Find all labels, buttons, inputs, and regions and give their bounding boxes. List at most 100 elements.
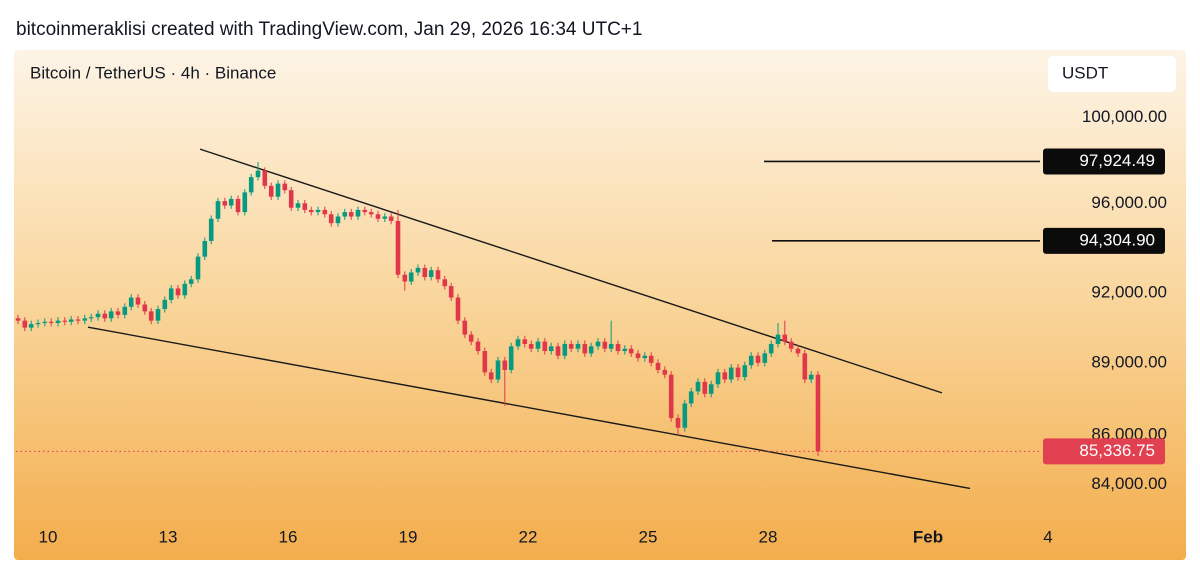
candle-body <box>55 320 61 323</box>
candle-body <box>255 170 261 178</box>
candle-body <box>742 365 748 378</box>
candle-body <box>302 203 308 210</box>
chart-title: Bitcoin / TetherUS · 4h · Binance <box>30 63 276 82</box>
candle-body <box>328 214 334 224</box>
candle-body <box>528 343 534 349</box>
candle-body <box>228 198 234 206</box>
candle-body <box>322 209 328 215</box>
x-tick-label: Feb <box>913 527 943 546</box>
candle-body <box>215 201 221 219</box>
candle-body <box>208 218 214 241</box>
candle-body <box>222 201 228 206</box>
x-tick-label: 22 <box>519 527 538 546</box>
candle-body <box>248 177 254 193</box>
candle-body <box>635 353 641 359</box>
candle-body <box>75 319 81 321</box>
candle-body <box>695 381 701 392</box>
chart-panel <box>14 50 1186 560</box>
candle-body <box>568 343 574 349</box>
candle-body <box>748 355 754 366</box>
candle-body <box>355 209 361 217</box>
candle-body <box>195 256 201 280</box>
y-tick-label: 84,000.00 <box>1091 474 1167 493</box>
candle-body <box>162 299 168 310</box>
candle-body <box>68 319 74 322</box>
candle-body <box>382 216 388 219</box>
candle-body <box>462 320 468 335</box>
candle-body <box>242 192 248 213</box>
candle-body <box>288 190 294 208</box>
candle-body <box>282 183 288 191</box>
candle-body <box>22 320 28 328</box>
candle-body <box>735 367 741 378</box>
candle-body <box>542 341 548 352</box>
candle-body <box>702 381 708 394</box>
candle-body <box>775 334 781 344</box>
candle-body <box>815 374 821 452</box>
candle-body <box>802 353 808 380</box>
candle-body <box>675 418 681 428</box>
candle-body <box>362 209 368 213</box>
y-tick-label: 89,000.00 <box>1091 352 1167 371</box>
level-label: 97,924.49 <box>1079 151 1155 170</box>
candle-body <box>275 183 281 197</box>
candle-body <box>495 360 501 380</box>
candle-body <box>402 274 408 282</box>
candle-body <box>442 279 448 287</box>
candle-body <box>268 185 274 197</box>
level-label: 94,304.90 <box>1079 230 1155 249</box>
last-price-box <box>1043 438 1165 465</box>
candle-body <box>628 348 634 354</box>
trend-line <box>199 148 943 394</box>
y-tick-label: 96,000.00 <box>1091 193 1167 212</box>
y-tick-label: 100,000.00 <box>1082 107 1167 126</box>
candle-body <box>315 209 321 213</box>
candle-body <box>368 212 374 215</box>
candle-body <box>535 341 541 349</box>
candle-body <box>35 322 41 325</box>
candle-body <box>522 339 528 344</box>
last-price-label: 85,336.75 <box>1079 441 1155 460</box>
candle-body <box>375 214 381 219</box>
candle-body <box>615 343 621 352</box>
candle-body <box>768 343 774 354</box>
candle-body <box>415 267 421 273</box>
candle-body <box>88 317 94 319</box>
candle-body <box>308 209 314 213</box>
x-tick-label: 19 <box>399 527 418 546</box>
level-label-box <box>1043 227 1165 254</box>
candle-body <box>682 403 688 428</box>
candle-body <box>28 324 34 328</box>
candle-body <box>48 321 54 323</box>
candle-body <box>422 267 428 278</box>
candle-body <box>688 391 694 404</box>
candle-body <box>728 367 734 380</box>
candle-body <box>475 341 481 352</box>
candle-body <box>448 286 454 298</box>
candle-body <box>428 270 434 278</box>
candle-body <box>648 355 654 363</box>
x-tick-label: 10 <box>39 527 58 546</box>
candle-body <box>122 306 128 315</box>
candle-body <box>762 353 768 363</box>
candle-body <box>168 288 174 300</box>
x-tick-label: 28 <box>759 527 778 546</box>
candle-body <box>808 374 814 380</box>
candle-body <box>335 216 341 224</box>
x-tick-label: 25 <box>639 527 658 546</box>
candle-body <box>755 355 761 363</box>
candle-body <box>515 339 521 347</box>
level-label-box <box>1043 148 1165 175</box>
candle-body <box>795 348 801 354</box>
candle-body <box>602 341 608 349</box>
candle-body <box>102 313 108 319</box>
candle-body <box>482 351 488 373</box>
candle-body <box>722 372 728 380</box>
candle-body <box>622 348 628 352</box>
currency: USDT <box>1062 63 1108 82</box>
currency-box <box>1048 56 1176 92</box>
candle-body <box>115 311 121 315</box>
y-tick-label: 92,000.00 <box>1091 282 1167 301</box>
candle-body <box>668 374 674 419</box>
